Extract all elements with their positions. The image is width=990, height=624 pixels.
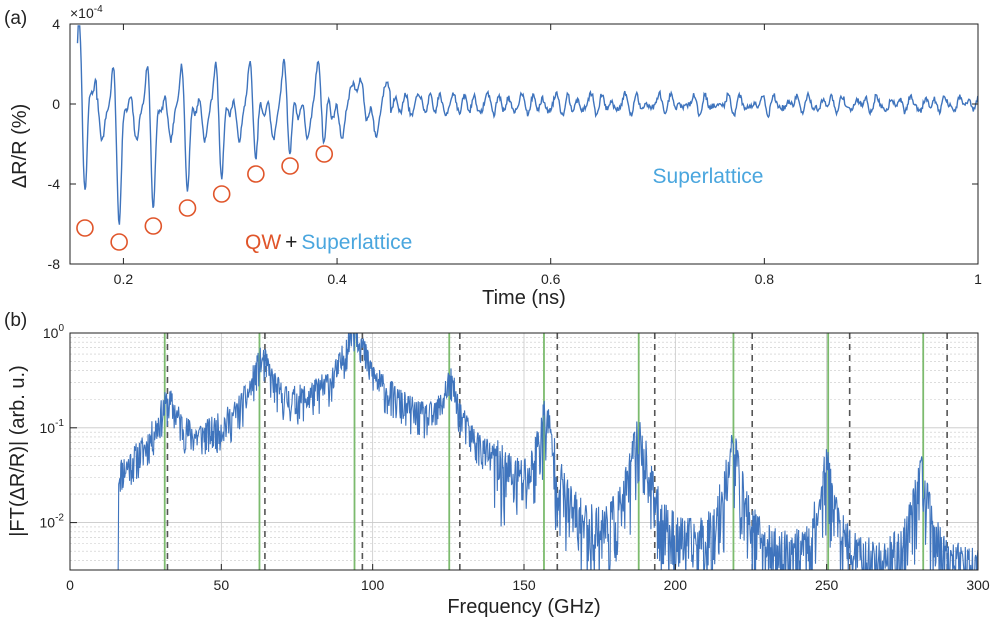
dip-marker-5	[212, 185, 231, 203]
panel-a-ylabel: ΔR/R (%)	[9, 104, 31, 188]
panel-a-ytick-label: 0	[52, 96, 60, 112]
ytick-exponent: -2	[55, 513, 64, 524]
panel-a-xlabel: Time (ns)	[482, 287, 566, 309]
dip-marker-1	[76, 219, 94, 237]
annotation-qw-superlattice: QW + Superlattice	[245, 231, 412, 254]
panel-b-grid	[70, 333, 978, 570]
ytick-exponent: 0	[58, 323, 64, 334]
exponent-base: ×10	[70, 5, 94, 21]
panel-a-ytick-label: -4	[48, 176, 61, 192]
panel-b-xtick-label: 50	[214, 577, 230, 593]
panel-b-xtick-label: 100	[361, 577, 385, 593]
panel-a-ytick-label: 4	[52, 16, 60, 32]
ytick-base: 10	[40, 515, 56, 531]
panel-a-xtick-label: 0.4	[327, 271, 347, 287]
panel-b-xlabel: Frequency (GHz)	[447, 596, 600, 618]
panel-b-ytick-label: 10-2	[40, 513, 65, 531]
panel-b-ytick-label: 100	[43, 323, 65, 341]
ytick-base: 10	[43, 325, 59, 341]
panel-b-trace	[117, 333, 978, 570]
panel-a-frame	[69, 23, 979, 265]
annotation-superlattice-right: Superlattice	[653, 165, 764, 188]
panel-a-exponent: ×10-4	[70, 4, 103, 21]
panel-b-trace-group	[117, 333, 978, 570]
dip-marker-6	[247, 165, 265, 183]
panel-a-xtick-label: 0.2	[114, 271, 134, 287]
dip-marker-7	[281, 157, 299, 175]
annotation-qw: QW	[245, 231, 281, 254]
panel-a-xtick-label: 0.8	[755, 271, 775, 287]
panel-b-xtick-label: 0	[66, 577, 74, 593]
exponent-power: -4	[94, 4, 103, 15]
dip-marker-8	[315, 145, 334, 163]
panel-b-xtick-label: 250	[815, 577, 839, 593]
dip-marker-4	[178, 199, 197, 217]
panel-b-label: (b)	[4, 310, 27, 331]
panel-a-dip-markers	[76, 145, 334, 251]
panel-a-ytick-label: -8	[48, 256, 61, 272]
panel-b-ytick-label: 10-1	[40, 418, 65, 436]
panel-a-bars	[80, 155, 978, 259]
panel-a-label: (a)	[4, 8, 27, 29]
ytick-exponent: -1	[55, 418, 64, 429]
ytick-base: 10	[40, 420, 56, 436]
panel-a-xtick-label: 1	[974, 271, 982, 287]
panel-a-xtick-label: 0.6	[541, 271, 561, 287]
dip-marker-3	[144, 217, 163, 235]
annotation-plus: +	[285, 231, 297, 254]
panel-b-ylabel: |FT(ΔR/R)| (arb. u.)	[7, 365, 29, 537]
panel-a-trace-group	[76, 25, 978, 225]
annotation-superlattice-bottom: Superlattice	[301, 231, 412, 254]
panel-a-trace	[76, 25, 978, 225]
panel-b-xtick-label: 300	[966, 577, 990, 593]
panel-a-ticks: 0.2 0.4 0.6 0.8 1 4 0 -4 -8	[48, 16, 983, 287]
panel-a: (a) 0.2 0.4 0.6 0.8 140-4-8 ×10-4 ΔR/R (%) T…	[4, 4, 982, 309]
panel-b-xtick-label: 200	[664, 577, 688, 593]
dip-marker-2	[110, 233, 128, 251]
panel-b-xtick-label: 150	[512, 577, 536, 593]
